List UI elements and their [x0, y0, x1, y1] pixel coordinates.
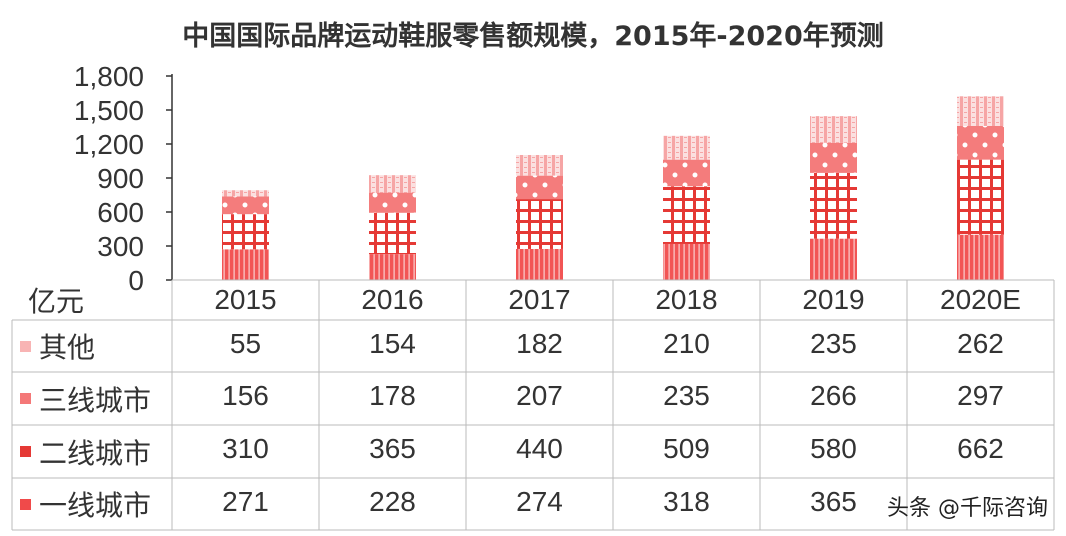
bar-2015-一线城市 [222, 249, 269, 280]
bar-2020E-三线城市 [957, 125, 1004, 160]
legend-row-label: 二线城市 [20, 425, 151, 478]
table-value: 662 [957, 433, 1004, 464]
bar-2018-三线城市 [663, 159, 710, 187]
table-value: 182 [516, 328, 563, 359]
legend-row-label: 一线城市 [20, 478, 151, 530]
bar-2016-二线城市 [369, 212, 416, 255]
bar-2020E-二线城市 [957, 159, 1004, 235]
bar-2016-一线城市 [369, 254, 416, 280]
bar-2020E-其他 [957, 96, 1004, 126]
bar-2017-三线城市 [516, 175, 563, 200]
bar-2016-其他 [369, 175, 416, 193]
bar-2019-其他 [810, 116, 857, 143]
table-value: 266 [810, 380, 857, 411]
y-tick-label: 900 [97, 163, 144, 194]
table-value: 271 [222, 486, 269, 517]
y-tick-label: 600 [97, 197, 144, 228]
bar-2015-三线城市 [222, 196, 269, 215]
table-value: 365 [810, 486, 857, 517]
bar-2018-其他 [663, 135, 710, 160]
bar-2018-一线城市 [663, 243, 710, 280]
table-value: 310 [222, 433, 269, 464]
bar-2019-二线城市 [810, 172, 857, 239]
bar-2015-二线城市 [222, 214, 269, 250]
bar-2017-一线城市 [516, 248, 563, 280]
table-value: 235 [663, 380, 710, 411]
table-value: 318 [663, 486, 710, 517]
bar-2019-一线城市 [810, 238, 857, 280]
watermark: 头条 @千际咨询 [887, 496, 1048, 521]
y-tick-label: 1,200 [74, 129, 144, 160]
legend-swatch-icon [20, 340, 31, 352]
bar-2019-三线城市 [810, 142, 857, 173]
table-value: 440 [516, 433, 563, 464]
legend-label: 二线城市 [39, 436, 152, 470]
legend-row-label: 三线城市 [20, 372, 151, 425]
table-value: 262 [957, 328, 1004, 359]
x-tick-label: 2019 [802, 284, 865, 315]
bar-2016-三线城市 [369, 192, 416, 213]
legend-label: 一线城市 [39, 489, 152, 522]
chart-title: 中国国际品牌运动鞋服零售额规模，2015年-2020年预测 [182, 21, 884, 52]
x-tick-label: 2017 [508, 284, 571, 315]
bar-2020E-一线城市 [957, 234, 1004, 280]
table-value: 297 [957, 380, 1004, 411]
legend-row-label: 其他 [20, 320, 95, 372]
table-value: 228 [369, 486, 416, 517]
legend-swatch-icon [20, 498, 31, 510]
table-value: 365 [369, 433, 416, 464]
legend-label: 三线城市 [39, 383, 152, 417]
table-value: 210 [663, 328, 710, 359]
legend-swatch-icon [20, 446, 31, 457]
table-value: 154 [369, 328, 416, 359]
legend-swatch-icon [20, 393, 31, 404]
bar-2015-其他 [222, 190, 269, 197]
table-value: 156 [222, 380, 269, 411]
bar-2017-二线城市 [516, 199, 563, 249]
x-tick-label: 2016 [361, 284, 424, 315]
bar-2018-二线城市 [663, 186, 710, 244]
table-value: 178 [369, 380, 416, 411]
x-tick-label: 2015 [214, 284, 277, 315]
table-value: 55 [229, 328, 262, 359]
y-tick-label: 1,800 [74, 61, 144, 92]
y-axis-unit-label: 亿元 [28, 285, 85, 318]
bar-2017-其他 [516, 154, 563, 176]
table-value: 580 [810, 433, 857, 464]
y-tick-label: 1,500 [74, 95, 144, 126]
y-tick-label: 0 [128, 265, 144, 296]
table-value: 509 [663, 433, 710, 464]
x-tick-label: 2020E [940, 284, 1021, 315]
x-tick-label: 2018 [655, 284, 718, 315]
table-value: 235 [810, 328, 857, 359]
table-value: 207 [516, 380, 563, 411]
y-tick-label: 300 [97, 231, 144, 262]
legend-label: 其他 [39, 331, 96, 364]
table-value: 274 [516, 486, 563, 517]
